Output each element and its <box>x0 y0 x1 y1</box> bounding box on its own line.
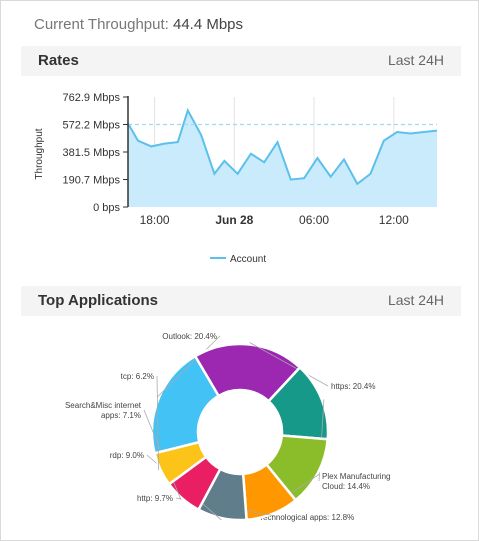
y-axis-label: Throughput <box>34 128 45 179</box>
y-tick-label: 381.5 Mbps <box>63 147 121 159</box>
slice-label-plex-manufacturing-cloud: Plex Manufacturing Cloud: 14.4% <box>322 472 390 491</box>
x-tick-label: 12:00 <box>379 213 409 227</box>
current-throughput-value: 44.4 Mbps <box>172 16 244 33</box>
slice-label-http: http: 9.7% <box>137 494 173 503</box>
y-tick-label: 0 bps <box>93 202 120 214</box>
current-throughput: Current Throughput: 44.4 Mbps <box>34 16 243 33</box>
slice-label-tcp: tcp: 6.2% <box>121 372 154 381</box>
slice-tcp[interactable] <box>153 440 208 486</box>
slice-outlook[interactable] <box>150 354 221 455</box>
rates-chart[interactable]: 0 bps 190.7 Mbps 381.5 Mbps 572.2 Mbps 762.9… <box>21 81 461 281</box>
slice-label-search-misc-internet-apps: Search&Misc internet apps: 7.1% <box>65 401 142 420</box>
slice-label-technological-apps: Technological apps: 12.8% <box>259 513 354 522</box>
slice-label-rdp: rdp: 9.0% <box>110 451 144 460</box>
rates-range[interactable]: Last 24H <box>387 52 444 68</box>
x-tick-label: 06:00 <box>299 213 329 227</box>
top-apps-chart[interactable]: Outlook: 20.4% https: 20.4% Plex Manufactu… <box>21 321 461 536</box>
slice-leader-line <box>156 335 221 398</box>
y-tick-label: 190.7 Mbps <box>63 175 121 187</box>
top-apps-header: Top Applications Last 24H <box>21 286 461 316</box>
top-apps-title: Top Applications <box>38 292 158 309</box>
rates-title: Rates <box>38 52 79 69</box>
x-tick-label: Jun 28 <box>215 213 253 227</box>
series-line-account[interactable] <box>127 107 438 186</box>
slice-leader-line <box>249 342 329 387</box>
slice-https[interactable] <box>193 342 302 403</box>
legend-label-account[interactable]: Account <box>230 254 266 265</box>
x-tick-label: 18:00 <box>140 213 170 227</box>
slice-label-outlook: Outlook: 20.4% <box>162 332 217 341</box>
slice-leader-line <box>156 375 159 471</box>
y-tick-label: 572.2 Mbps <box>63 120 121 132</box>
current-throughput-label: Current Throughput: <box>34 16 169 33</box>
top-apps-range[interactable]: Last 24H <box>387 292 444 308</box>
slice-label-https: https: 20.4% <box>331 382 375 391</box>
rates-header: Rates Last 24H <box>21 46 461 76</box>
y-tick-label: 762.9 Mbps <box>63 92 121 104</box>
